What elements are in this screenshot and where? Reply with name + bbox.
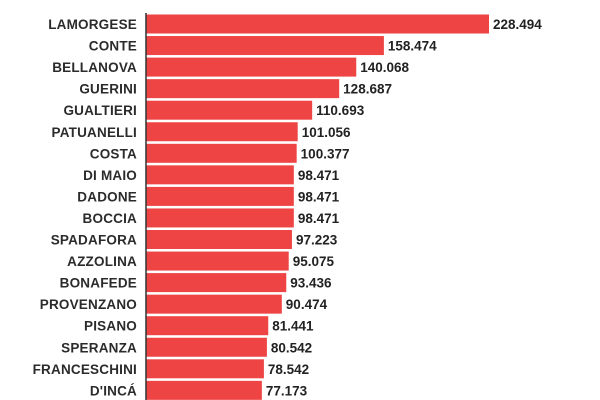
value-label-11: 95.075 bbox=[293, 254, 335, 269]
bar-8 bbox=[146, 186, 294, 206]
bar-5 bbox=[146, 122, 298, 142]
category-label-16: FRANCESCHINI bbox=[33, 362, 137, 377]
category-label-10: SPADAFORA bbox=[51, 233, 137, 248]
category-label-4: GUALTIERI bbox=[63, 103, 137, 118]
bar-13 bbox=[146, 294, 282, 314]
category-label-9: BOCCIA bbox=[83, 211, 137, 226]
value-label-13: 90.474 bbox=[286, 297, 328, 312]
value-label-12: 93.436 bbox=[290, 276, 332, 291]
value-label-17: 77.173 bbox=[266, 383, 308, 398]
category-label-13: PROVENZANO bbox=[40, 297, 137, 312]
value-label-2: 140.068 bbox=[360, 60, 409, 75]
value-label-3: 128.687 bbox=[343, 82, 392, 97]
bars-layer bbox=[146, 14, 489, 400]
bar-14 bbox=[146, 316, 269, 336]
bar-9 bbox=[146, 208, 294, 228]
bar-12 bbox=[146, 273, 287, 293]
bar-11 bbox=[146, 251, 289, 271]
value-label-10: 97.223 bbox=[296, 233, 338, 248]
bar-4 bbox=[146, 100, 313, 120]
category-label-14: PISANO bbox=[84, 319, 137, 334]
category-label-3: GUERINI bbox=[79, 82, 137, 97]
bar-16 bbox=[146, 359, 264, 379]
bar-17 bbox=[146, 380, 262, 400]
category-label-8: DADONE bbox=[77, 189, 137, 204]
value-label-5: 101.056 bbox=[302, 125, 351, 140]
value-label-7: 98.471 bbox=[298, 168, 340, 183]
value-labels: 228.494 158.474 140.068 128.687 110.693 101.0… bbox=[266, 17, 542, 398]
category-label-1: CONTE bbox=[89, 39, 137, 54]
bar-7 bbox=[146, 165, 294, 185]
value-label-1: 158.474 bbox=[388, 39, 437, 54]
value-label-15: 80.542 bbox=[271, 340, 312, 355]
category-label-17: D'INCÁ bbox=[90, 383, 137, 398]
bar-0 bbox=[146, 14, 489, 34]
bar-1 bbox=[146, 36, 384, 56]
value-label-14: 81.441 bbox=[272, 319, 314, 334]
category-label-12: BONAFEDE bbox=[60, 276, 137, 291]
value-label-9: 98.471 bbox=[298, 211, 340, 226]
bar-6 bbox=[146, 143, 297, 163]
value-label-8: 98.471 bbox=[298, 189, 340, 204]
category-labels: LAMORGESE CONTE BELLANOVA GUERINI GUALTIERI P… bbox=[33, 17, 137, 398]
value-label-16: 78.542 bbox=[268, 362, 309, 377]
value-label-6: 100.377 bbox=[301, 146, 350, 161]
category-label-11: AZZOLINA bbox=[67, 254, 137, 269]
category-label-6: COSTA bbox=[90, 146, 137, 161]
bar-3 bbox=[146, 79, 340, 99]
bar-10 bbox=[146, 230, 292, 249]
category-label-5: PATUANELLI bbox=[52, 125, 138, 140]
category-label-0: LAMORGESE bbox=[48, 17, 137, 32]
category-label-2: BELLANOVA bbox=[52, 60, 137, 75]
value-label-4: 110.693 bbox=[316, 103, 365, 118]
category-label-15: SPERANZA bbox=[61, 340, 137, 355]
category-label-7: DI MAIO bbox=[83, 168, 137, 183]
bar-2 bbox=[146, 57, 357, 77]
bar-15 bbox=[146, 337, 267, 357]
value-label-0: 228.494 bbox=[493, 17, 542, 32]
